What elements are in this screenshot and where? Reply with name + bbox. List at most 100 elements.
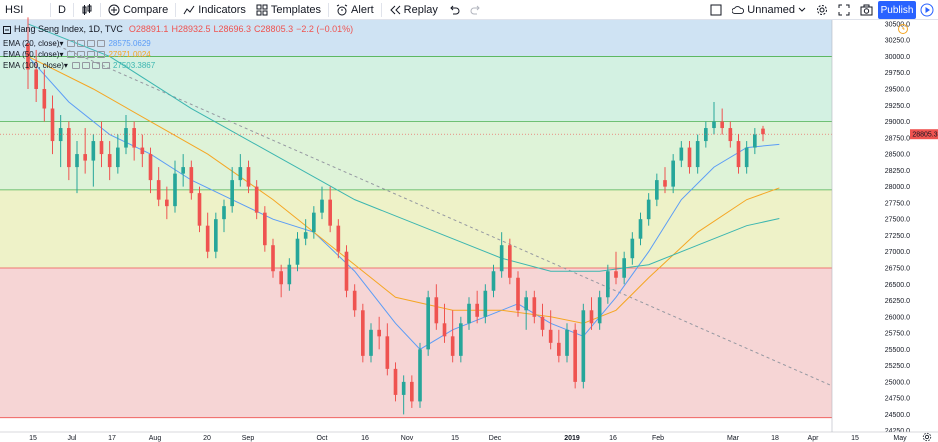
- settings-button[interactable]: [811, 0, 833, 20]
- eye-icon[interactable]: [71, 62, 80, 69]
- candle: [254, 180, 259, 220]
- candle-body: [352, 290, 357, 311]
- price-axis-background: [832, 20, 922, 432]
- price-tick-label: 28500.0: [885, 152, 910, 159]
- fullscreen-button[interactable]: [833, 0, 855, 20]
- candle: [753, 128, 757, 155]
- indicator-legend-row[interactable]: EMA (100, close) ▾ 27503.3867: [3, 60, 353, 71]
- indicator-value: 27971.0024: [108, 50, 151, 59]
- candle-body: [328, 199, 332, 226]
- candle-body: [516, 277, 520, 311]
- candle-body: [410, 381, 414, 402]
- alert-button[interactable]: Alert: [331, 0, 379, 20]
- price-tick-label: 27250.0: [885, 233, 910, 240]
- candle-body: [712, 121, 716, 129]
- time-tick-label: May: [893, 435, 907, 442]
- time-tick-label: 18: [771, 435, 779, 442]
- candle: [75, 141, 79, 194]
- candle-body: [687, 147, 692, 168]
- more-icon[interactable]: [101, 62, 110, 69]
- candle: [214, 212, 218, 259]
- indicator-value: 27503.3867: [112, 61, 156, 70]
- candle-body: [361, 310, 365, 356]
- candle: [148, 147, 153, 194]
- candle-body: [99, 141, 104, 155]
- compare-button[interactable]: Compare: [103, 0, 173, 20]
- redo-button[interactable]: [465, 0, 487, 20]
- price-tick-label: 27000.0: [885, 249, 910, 256]
- layout-name: Unnamed: [747, 3, 795, 16]
- layout-button[interactable]: Unnamed: [727, 0, 811, 20]
- candle-body: [655, 180, 659, 200]
- ema-line: [27, 56, 780, 350]
- trendline: [52, 42, 905, 419]
- eye-icon[interactable]: [67, 51, 76, 58]
- collapse-icon[interactable]: [3, 25, 11, 34]
- indicators-button[interactable]: Indicators: [178, 0, 251, 20]
- ohlc-open: O28891.1: [128, 24, 169, 34]
- undo-button[interactable]: [443, 0, 465, 20]
- toolbar-divider: [72, 2, 74, 17]
- indicator-legend-row[interactable]: EMA (20, close) ▾ 28575.0629: [3, 38, 353, 49]
- chart-style-button[interactable]: [76, 0, 98, 20]
- candle-body: [557, 342, 561, 356]
- chevron-down-icon[interactable]: ▾: [59, 50, 64, 59]
- ohlc-high: H28932.5: [171, 24, 211, 34]
- series-legend-row: Hang Seng Index, 1D, TVC O28891.1 H28932…: [3, 24, 353, 35]
- time-tick-label: 15: [29, 435, 37, 442]
- candle: [614, 251, 618, 285]
- close-icon[interactable]: [91, 62, 100, 69]
- indicator-value: 28575.0629: [108, 39, 151, 48]
- settings-corner-button[interactable]: [919, 431, 935, 442]
- eye-icon[interactable]: [67, 40, 76, 47]
- price-tick-label: 30250.0: [885, 38, 910, 45]
- candle: [704, 121, 708, 148]
- price-zone: [0, 189, 832, 268]
- close-icon[interactable]: [87, 40, 96, 47]
- candle: [230, 167, 234, 213]
- alert-badge[interactable]: [898, 24, 908, 34]
- candle: [736, 134, 741, 174]
- candle: [426, 290, 430, 356]
- candle: [303, 219, 308, 246]
- more-icon[interactable]: [97, 51, 106, 58]
- time-tick-label: Dec: [489, 435, 502, 442]
- candle: [124, 115, 128, 155]
- gear-icon[interactable]: [77, 40, 86, 47]
- more-icon[interactable]: [97, 40, 106, 47]
- candle: [287, 258, 292, 291]
- candle-body: [67, 128, 71, 168]
- candle: [173, 160, 177, 213]
- interval-button[interactable]: D: [58, 3, 66, 16]
- candle-body: [532, 297, 537, 317]
- candle-body: [369, 329, 373, 356]
- candle-body: [548, 329, 553, 343]
- gear-icon[interactable]: [77, 51, 86, 58]
- price-tick-label: 26250.0: [885, 298, 910, 305]
- play-button[interactable]: [918, 1, 936, 19]
- candle: [91, 134, 96, 187]
- publish-button[interactable]: Publish: [878, 1, 916, 19]
- chevron-down-icon: [798, 7, 806, 12]
- candle: [26, 17, 30, 89]
- candle-body: [246, 167, 251, 187]
- templates-label: Templates: [270, 3, 322, 16]
- chevron-down-icon[interactable]: ▾: [59, 39, 64, 48]
- fullscreen-select-button[interactable]: [705, 0, 727, 20]
- candle-body: [173, 173, 177, 207]
- replay-button[interactable]: Replay: [384, 0, 443, 20]
- candle: [508, 238, 512, 285]
- snapshot-button[interactable]: [855, 0, 878, 20]
- candle: [450, 310, 455, 363]
- price-zone: [0, 56, 832, 122]
- gear-icon[interactable]: [81, 62, 90, 69]
- indicator-legend-row[interactable]: EMA (50, close) ▾ 27971.0024: [3, 49, 353, 60]
- chevron-down-icon[interactable]: ▾: [63, 61, 68, 70]
- close-icon[interactable]: [87, 51, 96, 58]
- symbol-search[interactable]: HSI: [5, 3, 24, 16]
- price-tick-label: 24250.0: [885, 428, 910, 435]
- cloud-icon: [732, 5, 745, 14]
- templates-button[interactable]: Templates: [251, 0, 326, 20]
- redo-icon: [470, 5, 480, 14]
